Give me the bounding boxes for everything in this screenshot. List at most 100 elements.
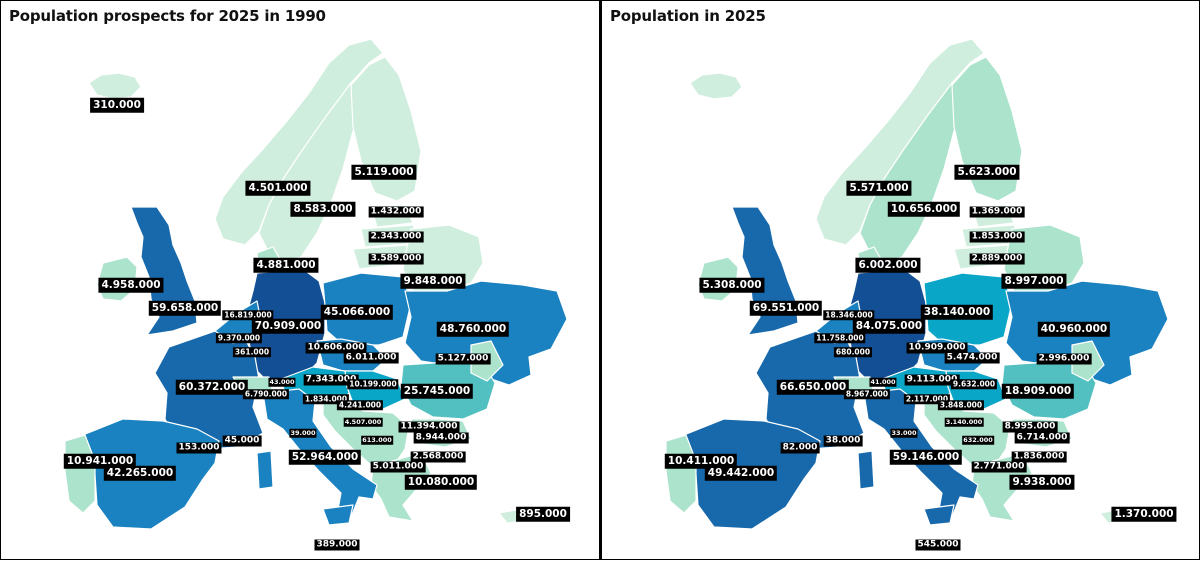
population-label: 18.909.000 <box>1001 383 1075 399</box>
population-label: 5.623.000 <box>954 164 1020 180</box>
population-label: 1.834.000 <box>302 394 350 404</box>
population-label: 6.002.000 <box>855 257 921 273</box>
panel-title: Population prospects for 2025 in 1990 <box>9 7 326 25</box>
population-label: 10.080.000 <box>404 474 478 490</box>
country-finland <box>951 56 1023 202</box>
population-label: 4.958.000 <box>98 277 164 293</box>
population-label: 1.370.000 <box>1111 506 1177 522</box>
population-label: 310.000 <box>90 97 144 113</box>
population-label: 3.848.000 <box>937 400 985 410</box>
population-label: 38.000 <box>823 435 863 447</box>
country-sicily <box>322 504 354 526</box>
population-label: 9.848.000 <box>400 273 466 289</box>
population-label: 10.606.000 <box>305 342 367 354</box>
population-label: 60.372.000 <box>175 379 249 395</box>
population-label: 4.501.000 <box>245 180 311 196</box>
population-label: 1.432.000 <box>368 206 424 218</box>
population-label: 5.571.000 <box>846 180 912 196</box>
population-label: 10.909.000 <box>906 342 968 354</box>
population-label: 10.941.000 <box>63 453 137 469</box>
population-label: 10.199.000 <box>347 379 399 389</box>
population-label: 9.632.000 <box>950 379 998 389</box>
country-iceland <box>689 72 743 100</box>
population-label: 361.000 <box>232 347 272 357</box>
population-label: 7.343.000 <box>303 374 359 386</box>
population-label: 2.889.000 <box>969 253 1025 265</box>
population-label: 2.117.000 <box>903 394 951 404</box>
population-label: 2.568.000 <box>410 451 466 463</box>
population-label: 84.075.000 <box>852 318 926 334</box>
population-label: 43.000 <box>268 377 296 387</box>
population-label: 5.011.000 <box>370 461 426 473</box>
population-label: 680.000 <box>833 347 873 357</box>
population-label: 5.308.000 <box>699 277 765 293</box>
population-label: 16.819.000 <box>222 310 274 320</box>
population-label: 4.241.000 <box>336 400 384 410</box>
population-label: 38.140.000 <box>920 304 994 320</box>
population-label: 5.474.000 <box>944 352 1000 364</box>
population-label: 632.000 <box>962 435 994 445</box>
population-label: 70.909.000 <box>251 318 325 334</box>
population-label: 8.583.000 <box>290 201 356 217</box>
population-label: 11.758.000 <box>814 333 866 343</box>
europe-map <box>64 38 568 530</box>
population-label: 42.265.000 <box>103 465 177 481</box>
population-label: 49.442.000 <box>704 465 778 481</box>
country-sardinia <box>857 450 875 490</box>
population-label: 10.411.000 <box>664 453 738 469</box>
population-label: 69.551.000 <box>749 300 823 316</box>
population-label: 3.140.000 <box>944 417 984 427</box>
country-iceland <box>88 72 142 100</box>
population-label: 2.996.000 <box>1036 353 1092 365</box>
population-label: 2.771.000 <box>971 461 1027 473</box>
map-panel-1990-projection: Population prospects for 2025 in 1990 31… <box>0 0 600 560</box>
country-uk <box>130 206 198 336</box>
population-label: 9.113.000 <box>904 374 960 386</box>
country-sicily <box>923 504 955 526</box>
population-label: 11.394.000 <box>398 421 460 433</box>
population-label: 9.938.000 <box>1009 474 1075 490</box>
population-label: 6.714.000 <box>1014 432 1070 444</box>
population-label: 8.944.000 <box>413 432 469 444</box>
population-label: 8.997.000 <box>1001 273 1067 289</box>
population-label: 33.000 <box>890 428 918 438</box>
population-label: 6.011.000 <box>343 352 399 364</box>
population-label: 545.000 <box>915 539 961 551</box>
map-panel-2025-actual: Population in 2025 398.0005.623.0005.571… <box>600 0 1200 560</box>
population-label: 82.000 <box>780 442 820 454</box>
country-uk <box>731 206 799 336</box>
population-label: 1.836.000 <box>1011 451 1067 463</box>
population-label: 66.650.000 <box>776 379 850 395</box>
country-sardinia <box>256 450 274 490</box>
population-label: 45.000 <box>222 435 262 447</box>
europe-map <box>665 38 1169 530</box>
population-label: 52.964.000 <box>288 449 362 465</box>
panel-title: Population in 2025 <box>610 7 766 25</box>
population-label: 9.370.000 <box>215 333 263 343</box>
population-label: 895.000 <box>516 506 570 522</box>
population-label: 41.000 <box>869 377 897 387</box>
population-label: 6.790.000 <box>242 389 290 399</box>
population-label: 48.760.000 <box>436 321 510 337</box>
population-label: 389.000 <box>314 539 360 551</box>
population-label: 59.146.000 <box>889 449 963 465</box>
population-label: 3.589.000 <box>368 253 424 265</box>
country-finland <box>350 56 422 202</box>
population-label: 45.066.000 <box>320 304 394 320</box>
population-label: 1.853.000 <box>969 231 1025 243</box>
population-label: 4.507.000 <box>343 417 383 427</box>
population-label: 1.369.000 <box>969 206 1025 218</box>
population-label: 153.000 <box>176 442 222 454</box>
population-label: 59.658.000 <box>148 300 222 316</box>
population-label: 8.995.000 <box>1002 421 1058 433</box>
population-label: 5.127.000 <box>435 353 491 365</box>
population-label: 2.343.000 <box>368 231 424 243</box>
population-label: 10.656.000 <box>887 201 961 217</box>
population-label: 8.967.000 <box>843 389 891 399</box>
population-label: 5.119.000 <box>351 164 417 180</box>
population-label: 18.346.000 <box>823 310 875 320</box>
population-label: 613.000 <box>361 435 393 445</box>
population-label: 39.000 <box>289 428 317 438</box>
population-label: 40.960.000 <box>1037 321 1111 337</box>
population-label: 25.745.000 <box>400 383 474 399</box>
